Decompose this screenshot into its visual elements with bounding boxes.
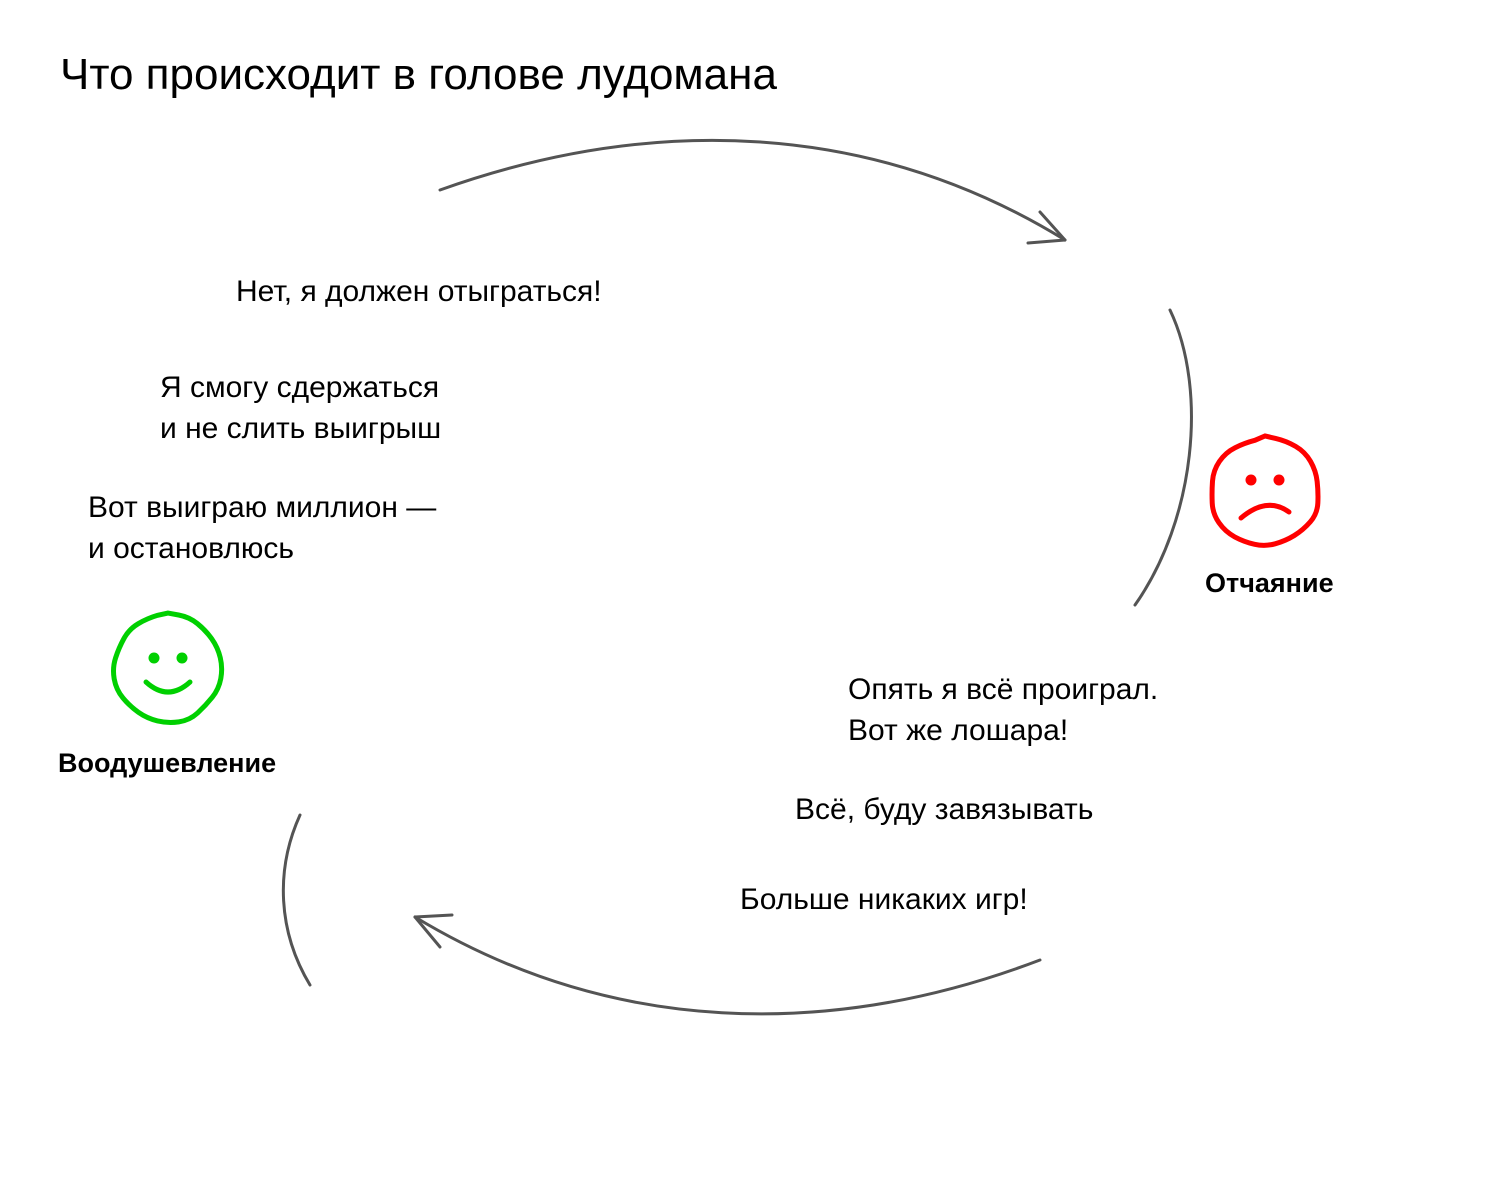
thought-left-2: Я смогу сдержатьсяи не слить выигрыш [160,368,441,449]
thought-right-2: Всё, буду завязывать [795,790,1093,831]
arc-right [1135,310,1191,605]
thought-right-1: Опять я всё проиграл.Вот же лошара! [848,670,1158,751]
happy-label: Воодушевление [58,748,276,779]
arrow-top [440,140,1065,240]
arrow-bottom [415,917,1040,1014]
thought-left-3: Вот выиграю миллион —и остановлюсь [88,488,436,569]
sad-face-icon [1212,436,1318,545]
happy-face-icon [114,613,222,722]
thought-left-1: Нет, я должен отыграться! [236,272,602,313]
thought-right-3: Больше никаких игр! [740,880,1028,921]
sad-label: Отчаяние [1205,568,1334,599]
arc-left [283,815,310,985]
